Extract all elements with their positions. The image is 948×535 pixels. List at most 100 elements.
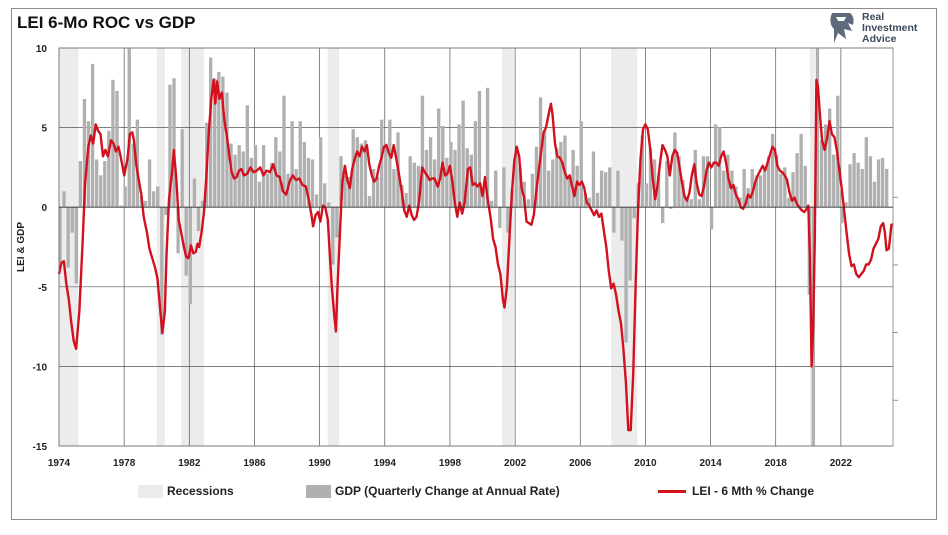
gdp-bar — [770, 133, 775, 208]
gdp-bar — [188, 207, 192, 305]
gdp-bar — [604, 172, 608, 208]
gdp-bar — [172, 78, 176, 208]
gdp-bar — [408, 156, 412, 208]
gdp-bar — [331, 207, 335, 265]
gdp-bar — [131, 143, 135, 208]
gdp-bar — [314, 194, 319, 208]
gdp-bar — [359, 143, 364, 208]
gdp-bar — [335, 207, 339, 238]
gdp-bar — [156, 186, 160, 208]
gdp-bar — [758, 175, 763, 208]
chart-title: LEI 6-Mo ROC vs GDP — [17, 13, 196, 32]
gdp-bar — [616, 170, 620, 208]
gdp-bar — [82, 98, 87, 208]
gdp-bar — [852, 153, 856, 208]
legend-label-lei: LEI - 6 Mth % Change — [692, 484, 815, 498]
gdp-bar — [661, 207, 665, 224]
gdp-bar — [803, 165, 807, 208]
gdp-bar — [864, 137, 868, 208]
gdp-bar — [416, 165, 421, 208]
gdp-bar — [856, 162, 860, 208]
gdp-bar — [380, 119, 384, 208]
gdp-bar — [885, 168, 889, 208]
gdp-bar — [844, 202, 848, 208]
gdp-bar — [306, 157, 311, 208]
x-tick-label: 2022 — [830, 458, 853, 469]
gdp-bar — [437, 108, 441, 208]
legend: Recessions GDP (Quarterly Change at Annu… — [0, 484, 948, 504]
gdp-bar — [673, 132, 677, 208]
gdp-bar — [766, 156, 771, 208]
gdp-bar — [713, 124, 718, 208]
gdp-bar — [94, 159, 99, 208]
x-tick-label: 2014 — [699, 458, 722, 469]
gdp-bar — [123, 186, 127, 208]
gdp-bar — [388, 119, 392, 208]
gdp-bar — [775, 154, 779, 208]
gdp-bar — [791, 172, 795, 208]
gdp-bar — [375, 176, 380, 208]
gdp-bar — [412, 162, 416, 208]
gdp-bar — [168, 84, 172, 208]
y-tick-label: -5 — [38, 283, 47, 294]
gdp-bar — [294, 168, 298, 208]
gdp-bar — [371, 168, 376, 208]
gdp-bar — [677, 156, 681, 208]
gdp-bar — [750, 168, 754, 208]
x-tick-label: 1974 — [48, 458, 71, 469]
legend-item-recessions: Recessions — [138, 484, 234, 498]
x-tick-label: 1994 — [374, 458, 397, 469]
gdp-bar — [612, 207, 616, 233]
gdp-bar — [424, 149, 429, 208]
gdp-bar — [453, 149, 457, 208]
gdp-bar — [599, 170, 604, 208]
eagle-logo-icon — [830, 13, 854, 43]
gdp-bar — [559, 141, 563, 208]
gdp-bar — [665, 161, 669, 208]
gdp-bar — [823, 124, 828, 208]
gdp-bar — [485, 87, 490, 208]
gdp-bar — [815, 48, 820, 208]
x-tick-label: 1986 — [243, 458, 266, 469]
gdp-bar — [217, 71, 221, 208]
gdp-bars — [58, 48, 889, 446]
gdp-bar — [221, 76, 225, 208]
gdp-bar — [70, 207, 74, 233]
gdp-bar — [669, 207, 673, 209]
gdp-bar — [547, 170, 551, 208]
gdp-bar — [200, 200, 205, 208]
gdp-bar — [143, 200, 148, 208]
gdp-bar — [103, 161, 107, 208]
gdp-bar — [135, 119, 140, 208]
logo-line-3: Advice — [862, 33, 897, 45]
gdp-bar — [697, 199, 702, 208]
gdp-bar — [432, 159, 437, 208]
gdp-bar — [160, 207, 164, 335]
recession-swatch — [138, 484, 163, 498]
gdp-bar — [249, 157, 254, 208]
gdp-bar — [827, 108, 832, 208]
gdp-bar — [310, 159, 315, 208]
gdp-bar — [363, 140, 368, 208]
gdp-bar — [579, 121, 583, 208]
gdp-bar — [644, 183, 649, 208]
gdp-bar — [571, 149, 575, 208]
gdp-bar — [489, 200, 494, 208]
gdp-bar — [164, 207, 168, 216]
gdp-bar — [628, 207, 632, 281]
x-tick-label: 2018 — [765, 458, 788, 469]
gdp-swatch — [306, 484, 331, 498]
gdp-bar — [404, 192, 408, 208]
gdp-bar — [832, 154, 836, 208]
gdp-bar — [860, 168, 864, 208]
y-tick-label: 10 — [36, 44, 48, 55]
x-tick-label: 2010 — [634, 458, 657, 469]
logo-text: Real Investment Advice — [862, 12, 917, 45]
gdp-bar — [689, 199, 693, 208]
gdp-bar — [420, 95, 425, 208]
gdp-bar — [534, 146, 539, 208]
y-tick-label: 5 — [41, 124, 47, 135]
gdp-bar — [795, 153, 799, 208]
gdp-bar — [551, 159, 555, 208]
gdp-bar — [783, 167, 787, 208]
